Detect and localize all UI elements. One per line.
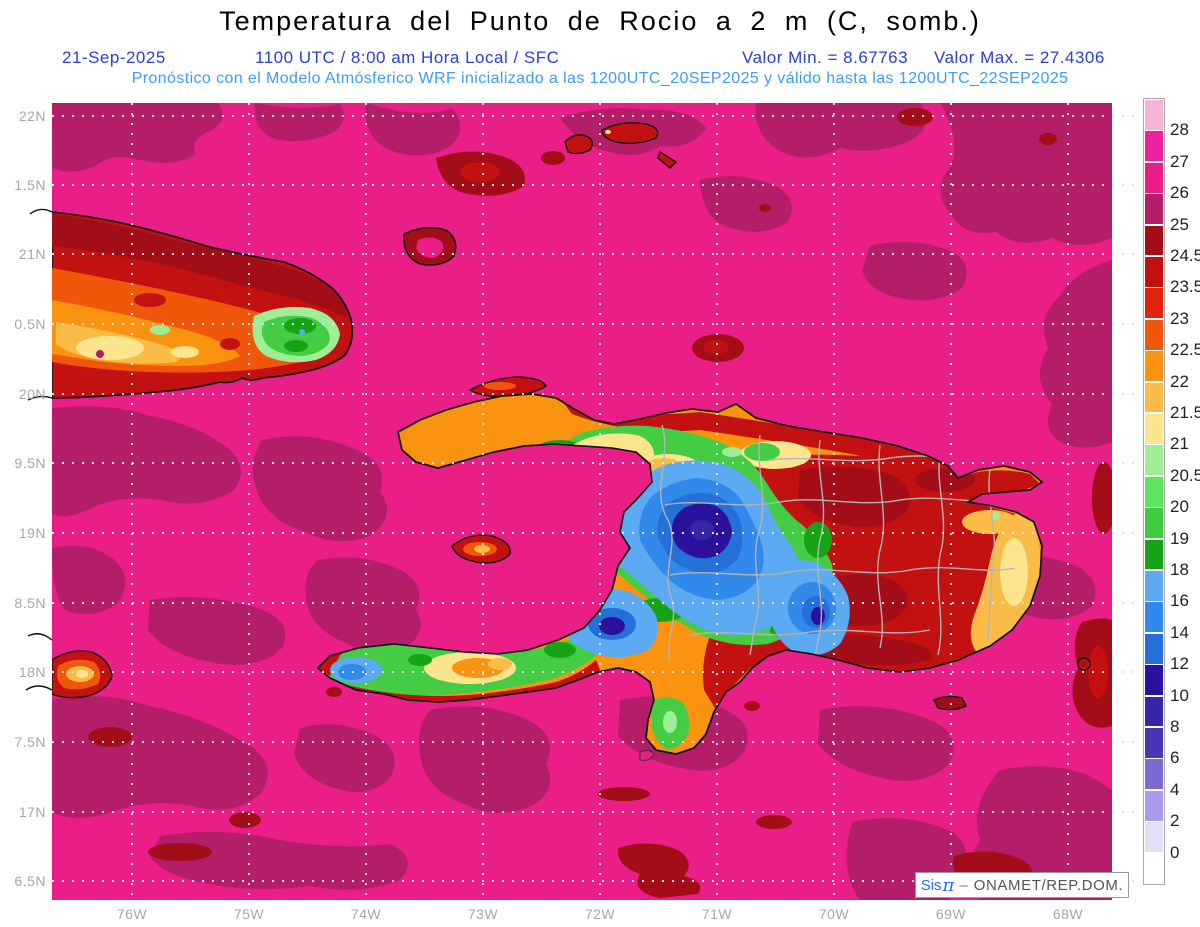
colorbar-segment [1145,288,1163,319]
colorbar-segment [1145,476,1163,507]
pi-icon: π [942,874,955,896]
page-title: Temperatura del Punto de Rocio a 2 m (C,… [219,6,981,36]
colorbar-segment [1145,351,1163,382]
colorbar-segment [1145,759,1163,790]
colorbar-label: 0 [1170,842,1180,862]
lat-label: 0.5N [14,316,46,332]
colorbar-segment [1145,633,1163,664]
cuba-landmass [52,211,354,399]
watermark-box: Sis π – ONAMET/REP.DOM. [915,872,1129,898]
lon-label: 73W [467,906,499,922]
colorbar-segment [1145,319,1163,350]
colorbar-segment [1145,162,1163,193]
colorbar-label: 21.5 [1170,403,1200,422]
colorbar-label: 23.5 [1170,277,1200,297]
watermark-brand: Sis [920,876,942,894]
max-value-label: Valor Max. = 27.4306 [934,48,1105,67]
colorbar-label: 23 [1170,308,1189,328]
colorbar-label: 16 [1170,591,1189,611]
colorbar-label: 26 [1170,183,1189,203]
lat-label: 6.5N [14,873,46,889]
turks-islet [657,150,678,169]
subtitle-row: 21-Sep-2025 1100 UTC / 8:00 am Hora Loca… [0,48,1200,68]
colorbar-label: 6 [1170,748,1180,768]
colorbar-label: 20 [1170,497,1189,517]
colorbar-segment [1145,790,1163,821]
colorbar-label: 21 [1170,434,1189,454]
colorbar-segment [1145,728,1163,758]
colorbar-segment [1145,822,1163,853]
colorbar-segment [1145,508,1163,539]
watermark-dash: – [959,876,968,894]
sea-warm-spot-cores [460,162,1108,698]
colorbar-segment [1145,571,1163,601]
colorbar-segment [1145,445,1163,476]
margin-coastline-marks [25,208,53,691]
lat-label: 1.5N [14,177,46,193]
colorbar-label: 2 [1170,811,1180,831]
lon-label: 71W [701,906,733,922]
beata-island [639,749,655,761]
colorbar-label: 14 [1170,622,1189,642]
colorbar-label: 20.5 [1170,465,1200,485]
colorbar-label: 19 [1170,528,1189,548]
lat-label: 20N [18,386,46,402]
colorbar-label: 25 [1170,214,1189,234]
colorbar-segment [1145,257,1163,287]
forecast-line: Pronóstico con el Modelo Atmósferico WRF… [131,70,1069,87]
watermark-org: ONAMET/REP.DOM. [973,876,1124,894]
graticule-grid [52,103,1138,903]
colorbar-label: 10 [1170,685,1189,705]
colorbar-label: 24.5 [1170,246,1200,265]
colorbar-segment [1145,665,1163,696]
lon-label: 70W [818,906,850,922]
colorbar-segment [1145,539,1163,570]
colorbar-segment [1145,194,1163,225]
turks-islet [564,134,593,155]
lon-label: 75W [233,906,265,922]
lat-label: 17N [18,804,46,820]
turks-islet [601,122,659,145]
lat-label: 8.5N [14,595,46,611]
colorbar-segment [1145,696,1163,727]
colorbar-segment [1145,131,1163,162]
colorbar-label: 12 [1170,654,1189,674]
colorbar-segment [1145,853,1163,884]
colorbar-scale [1143,98,1165,885]
lat-label: 21N [18,246,46,262]
lon-label: 69W [935,906,967,922]
lon-label: 68W [1052,906,1084,922]
colorbar-label: 28 [1170,120,1189,140]
colorbar-segment [1145,382,1163,413]
colorbar-segment [1145,414,1163,444]
admin-boundaries [660,424,1016,663]
lat-label: 22N [18,108,46,124]
colorbar-segment [1145,100,1163,130]
lon-label: 72W [584,906,616,922]
valid-date: 21-Sep-2025 [62,48,166,67]
colorbar-label: 4 [1170,779,1180,799]
lon-label: 74W [350,906,382,922]
lat-label: 18N [18,664,46,680]
lon-label: 76W [116,906,148,922]
colorbar-label: 22.5 [1170,340,1200,360]
colorbar-label: 27 [1170,151,1189,171]
colorbar-label: 8 [1170,717,1180,736]
small-island-details [56,130,1087,690]
colorbar-segment [1145,225,1163,256]
colorbar-label: 18 [1170,560,1189,579]
colorbar-segment [1145,602,1163,633]
valid-time: 1100 UTC / 8:00 am Hora Local / SFC [255,48,560,67]
lat-label: 9.5N [14,455,46,471]
colorbar-label: 22 [1170,371,1189,391]
min-value-label: Valor Min. = 8.67763 [742,48,909,67]
lat-label: 19N [18,525,46,541]
lat-label: 7.5N [14,734,46,750]
